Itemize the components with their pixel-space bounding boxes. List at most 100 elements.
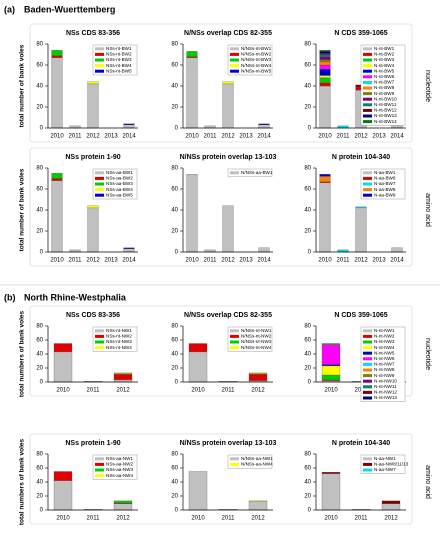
legend-swatch (230, 69, 239, 73)
legend-label: N/NSs-nt-BW4 (241, 63, 272, 68)
bar-segment (51, 57, 63, 129)
x-tick-label: 2011 (222, 388, 236, 394)
legend-label: N-nt-NW5 (374, 350, 395, 355)
chart-title: N protein 104-340 (332, 154, 390, 161)
x-tick-label: 2010 (56, 388, 70, 394)
y-tick-label: 20 (36, 494, 43, 500)
bar-segment (53, 471, 73, 481)
bar-segment (258, 124, 270, 129)
row-frame (29, 147, 413, 267)
legend-label: N-nt-NW12 (374, 390, 397, 395)
bar-segment (381, 503, 401, 511)
legend-swatch (363, 385, 372, 389)
chart-title: N/NSs protein overlap 13-103 (180, 440, 277, 447)
legend-swatch (363, 75, 372, 79)
bar-segment (248, 372, 268, 374)
x-tick-label: 2014 (390, 134, 404, 140)
y-tick-label: 40 (171, 352, 178, 358)
bar-segment (186, 174, 198, 253)
y-tick-label: 80 (36, 42, 43, 48)
legend-swatch (230, 346, 239, 350)
legend-label: N-nt-NW13 (374, 395, 397, 400)
x-tick-label: 2011 (87, 388, 101, 394)
y-axis-label: total number of bank voles (19, 168, 26, 251)
legend-swatch (363, 182, 372, 186)
legend-swatch (363, 374, 372, 378)
legend-label: N/NSs-aa-NW1 (241, 456, 273, 461)
x-tick-label: 2011 (87, 516, 101, 522)
legend-label: N-aa-NW8/11/13 (374, 462, 409, 467)
bar-segment (319, 182, 331, 253)
bar-segment (355, 206, 367, 209)
bar-segment (381, 500, 401, 504)
bar-segment (355, 207, 367, 253)
legend-label: N-nt-NW9 (374, 373, 395, 378)
y-tick-label: 20 (36, 229, 43, 235)
x-tick-label: 2011 (204, 134, 218, 140)
bar-segment (248, 500, 268, 502)
legend-swatch (95, 334, 104, 338)
bar-segment (321, 374, 341, 381)
x-tick-label: 2013 (239, 134, 253, 140)
x-tick-label: 2012 (251, 388, 265, 394)
y-tick-label: 0 (308, 508, 312, 514)
legend-label: N-nt-BW7 (374, 80, 395, 85)
bar-segment (258, 123, 270, 126)
legend-swatch (363, 357, 372, 361)
bar-segment (319, 181, 331, 183)
row-label: amino acid (424, 193, 431, 227)
y-tick-label: 0 (175, 508, 179, 514)
legend-swatch (95, 52, 104, 56)
bar-segment (222, 83, 234, 129)
legend-label: NSs-nt-BW5 (106, 68, 132, 73)
legend-swatch (363, 462, 372, 466)
bar-segment (321, 472, 341, 474)
legend-swatch (363, 188, 372, 192)
chart-title: NSs CDS 83-356 (66, 312, 120, 319)
row-label: nucleotide (424, 338, 431, 370)
y-tick-label: 60 (304, 63, 311, 69)
legend-swatch (95, 64, 104, 68)
y-tick-label: 60 (36, 338, 43, 344)
x-tick-label: 2010 (191, 516, 205, 522)
row-label: nucleotide (424, 70, 431, 102)
legend-label: NSs-nt-BW2 (106, 52, 132, 57)
legend-label: N/NSs-nt-NW3 (241, 339, 272, 344)
row-frame (29, 23, 413, 143)
bar-segment (113, 372, 133, 374)
y-axis-label: total number of bank voles (19, 44, 26, 127)
bar-segment (319, 50, 331, 52)
y-tick-label: 60 (304, 466, 311, 472)
legend-label: N/NSs-nt-NW2 (241, 334, 272, 339)
bar-segment (123, 248, 135, 253)
bar-segment (248, 374, 268, 381)
legend-swatch (363, 171, 372, 175)
legend-swatch (363, 396, 372, 400)
legend-swatch (363, 97, 372, 101)
bar-segment (53, 343, 73, 353)
row-frame (29, 433, 413, 525)
x-tick-label: 2010 (191, 388, 205, 394)
bar-segment (123, 123, 135, 126)
bar-segment (123, 124, 135, 129)
legend-swatch (230, 340, 239, 344)
legend-swatch (95, 329, 104, 333)
legend-label: N-nt-BW6 (374, 74, 395, 79)
legend-swatch (95, 474, 104, 478)
row-label: amino acid (424, 465, 431, 499)
y-axis-label: total numbers of bank voles (19, 438, 26, 525)
legend-label: N-aa-BW6 (374, 176, 396, 181)
legend-label: N-nt-NW1 (374, 328, 395, 333)
y-tick-label: 0 (175, 126, 179, 132)
bar-segment (319, 174, 331, 177)
y-tick-label: 60 (304, 187, 311, 193)
legend-label: N-aa-NW7 (374, 467, 396, 472)
bar-segment (319, 61, 331, 66)
legend-swatch (363, 114, 372, 118)
legend-label: N-aa-BW9 (374, 192, 396, 197)
chart-title: N/NSs overlap CDS 82-355 (184, 312, 272, 319)
legend-label: N-nt-BW3 (374, 57, 395, 62)
x-tick-label: 2012 (251, 516, 265, 522)
legend-label: N/NSs-nt-NW1 (241, 328, 272, 333)
y-tick-label: 0 (308, 380, 312, 386)
